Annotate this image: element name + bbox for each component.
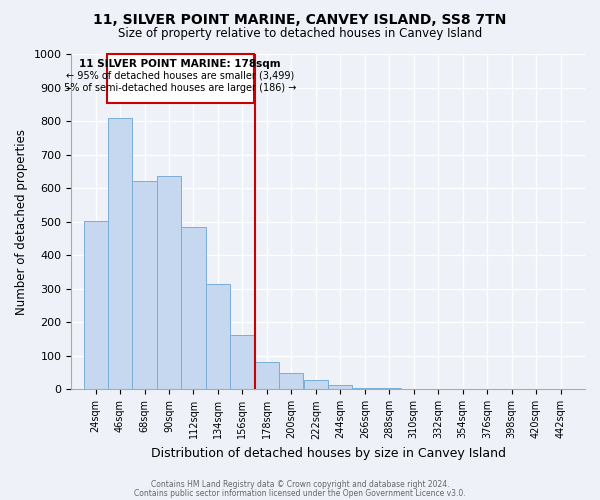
Bar — [230, 335, 254, 390]
Text: Contains HM Land Registry data © Crown copyright and database right 2024.: Contains HM Land Registry data © Crown c… — [151, 480, 449, 489]
Bar — [255, 362, 279, 390]
Text: ← 95% of detached houses are smaller (3,499): ← 95% of detached houses are smaller (3,… — [66, 71, 294, 81]
Bar — [353, 388, 377, 390]
Bar — [328, 384, 352, 390]
Bar — [206, 284, 230, 390]
Text: 11 SILVER POINT MARINE: 178sqm: 11 SILVER POINT MARINE: 178sqm — [79, 59, 281, 69]
Bar — [279, 374, 304, 390]
Text: 5% of semi-detached houses are larger (186) →: 5% of semi-detached houses are larger (1… — [64, 82, 296, 92]
Bar — [157, 176, 181, 390]
Bar — [107, 54, 254, 102]
Y-axis label: Number of detached properties: Number of detached properties — [15, 128, 28, 314]
Bar — [304, 380, 328, 390]
Bar — [377, 388, 401, 390]
Text: Size of property relative to detached houses in Canvey Island: Size of property relative to detached ho… — [118, 28, 482, 40]
Bar — [133, 181, 157, 390]
Bar — [83, 220, 107, 390]
Text: Contains public sector information licensed under the Open Government Licence v3: Contains public sector information licen… — [134, 488, 466, 498]
X-axis label: Distribution of detached houses by size in Canvey Island: Distribution of detached houses by size … — [151, 447, 506, 460]
Bar — [181, 228, 206, 390]
Text: 11, SILVER POINT MARINE, CANVEY ISLAND, SS8 7TN: 11, SILVER POINT MARINE, CANVEY ISLAND, … — [94, 12, 506, 26]
Bar — [108, 118, 132, 390]
